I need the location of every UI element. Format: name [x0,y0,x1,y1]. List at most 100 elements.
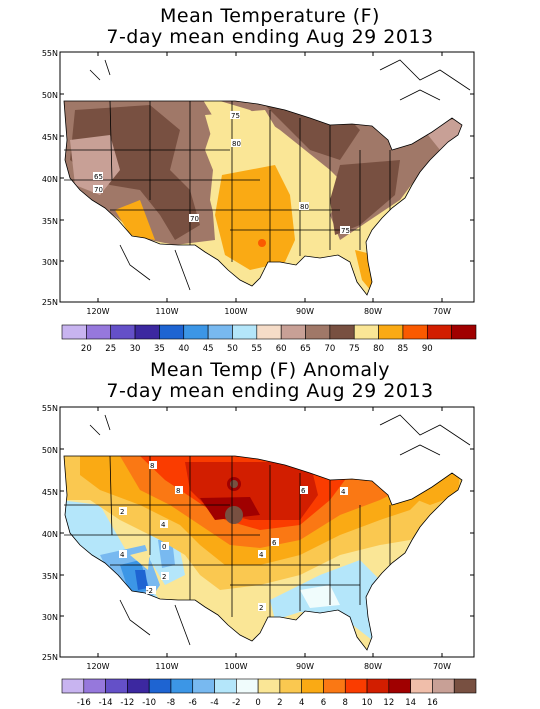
svg-text:80W: 80W [364,662,382,671]
svg-text:8: 8 [150,462,154,470]
map2-lon-labels: 120W 110W 100W 90W 80W 70W [86,662,451,671]
map2-colorbar-swatch [61,678,85,694]
map1-lat-labels: 55N 50N 45N 40N 35N 30N 25N [42,49,58,307]
svg-text:2: 2 [162,573,166,581]
map2-colorbar-label: 0 [255,698,260,708]
svg-text:50N: 50N [42,446,58,455]
svg-text:4: 4 [120,551,125,559]
svg-text:-2: -2 [146,587,153,595]
map2-colorbar-label: 6 [321,698,326,708]
map1-lon-labels: 120W 110W 100W 90W 80W 70W [86,307,451,316]
svg-text:55N: 55N [42,49,58,58]
map2-colorbar-swatch [323,678,346,694]
svg-text:2: 2 [259,604,263,612]
map2-colorbar-labels: -16 -14 -12 -10 -8 -6 -4 -2 0 2 4 6 8 10 12 14 16 [77,698,438,708]
map2-colorbar-label: 8 [343,698,348,708]
svg-text:120W: 120W [86,662,109,671]
map2-colorbar-label: 2 [277,698,282,708]
map2-colorbar-label: -6 [188,698,196,708]
map1-colorbar-swatch [329,324,355,340]
svg-text:100W: 100W [224,307,247,316]
map1-colorbar-swatch [353,324,379,340]
map2-colorbar-label: -10 [142,698,156,708]
svg-text:80: 80 [300,203,309,211]
svg-text:75: 75 [231,112,240,120]
svg-text:110W: 110W [155,662,178,671]
svg-text:6: 6 [301,487,306,495]
svg-text:120W: 120W [86,307,109,316]
map2-colorbar-label: 12 [383,698,394,708]
svg-text:80W: 80W [364,307,382,316]
map1-frame [59,51,475,303]
svg-text:35N: 35N [42,217,58,226]
map2-colorbar-label: -8 [167,698,175,708]
svg-text:4: 4 [161,521,166,529]
map1-contour-labels: 75 80 65 70 70 80 75 [93,111,350,235]
map2-colorbar-swatch [148,678,172,694]
map1-colorbar-swatch [426,324,452,340]
svg-text:75: 75 [341,227,350,235]
map1-colorbar-swatch [402,324,428,340]
map1-colorbar-swatch [378,324,404,340]
map2-colorbar-swatch [410,678,433,694]
map2-colorbar-swatch [344,678,368,694]
svg-text:0: 0 [162,543,166,551]
map1-colorbar-swatch [305,324,331,340]
map2-title-line1: Mean Temp (F) Anomaly [149,359,391,381]
map2-contour-labels: 8 8 4 2 4 6 4 4 6 2 -2 2 0 [119,461,348,612]
map1-colorbar-swatch [207,324,233,340]
svg-text:6: 6 [272,539,277,547]
svg-text:40N: 40N [42,530,58,539]
map2-ticks [60,407,474,657]
map2-colorbar-swatch [105,678,128,694]
map2-colorbar-swatch [83,678,106,694]
svg-text:25N: 25N [42,298,58,307]
map1-colorbar-label: 20 [81,344,92,354]
map2-panel: 8 8 4 2 4 6 4 4 6 2 -2 2 0 55N 50N 45N 4… [42,404,477,708]
map1-colorbar-swatch [451,324,477,340]
map1-title-line1: Mean Temperature (F) [160,5,380,27]
map1-colorbar-label: 65 [300,344,311,354]
map1-colorbar-swatch [61,324,87,340]
map1-colorbar-swatch [232,324,258,340]
map1-colorbar-label: 75 [349,344,360,354]
map1-colorbar-label: 60 [276,344,287,354]
map2-colorbar-label: -12 [120,698,134,708]
map1-colorbar-swatch [86,324,111,340]
map1-colorbar-label: 25 [105,344,116,354]
map1-colorbar-swatch [183,324,209,340]
map2-colorbar-swatch [366,678,390,694]
svg-text:90W: 90W [296,662,314,671]
map1-colorbar-labels: 20 25 30 35 40 45 50 55 60 65 70 75 80 85 90 [81,344,433,354]
svg-text:45N: 45N [42,488,58,497]
map2-colorbar-swatch [453,678,477,694]
map1-colorbar-swatch [256,324,282,340]
svg-text:25N: 25N [42,653,58,662]
svg-text:8: 8 [176,487,180,495]
map2-colorbar-swatch [170,678,194,694]
map2-colorbar-label: 4 [299,698,304,708]
svg-text:70W: 70W [433,662,451,671]
map1-lat-ticks [60,52,474,302]
map1-colorbar-swatch [134,324,160,340]
map1-colorbar-label: 80 [373,344,384,354]
map1-colorbar-label: 90 [422,344,433,354]
map1-colorbar-label: 45 [203,344,214,354]
svg-text:70: 70 [94,186,103,194]
map1-colorbar-label: 55 [251,344,262,354]
map2-colorbar-label: 14 [405,698,416,708]
svg-text:100W: 100W [224,662,247,671]
map2-lat-labels: 55N 50N 45N 40N 35N 30N 25N [42,404,58,662]
map2-colorbar-label: -2 [232,698,240,708]
map2-colorbar [61,678,477,694]
map1-colorbar [61,324,477,340]
svg-text:30N: 30N [42,258,58,267]
map2-colorbar-swatch [301,678,324,694]
map2-colorbar-swatch [214,678,237,694]
map2-colorbar-label: 16 [427,698,438,708]
svg-text:4: 4 [341,488,346,496]
map1-boundaries [63,59,471,296]
map1-colorbar-label: 50 [227,344,238,354]
map2-colorbar-label: -14 [99,698,113,708]
